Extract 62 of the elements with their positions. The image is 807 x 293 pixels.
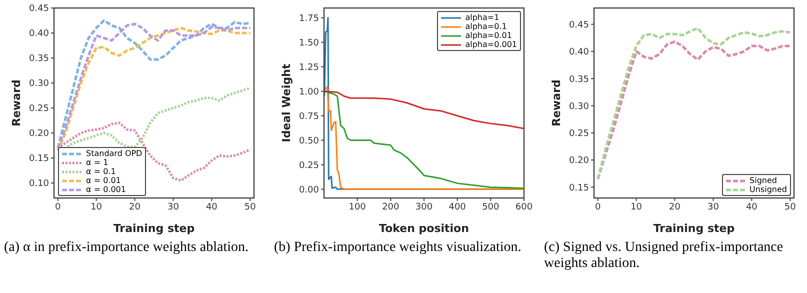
y-tick-label: 0.25: [568, 129, 589, 140]
y-tick-label: 0.20: [28, 129, 50, 140]
y-tick-label: 0.40: [28, 29, 50, 40]
x-tick-label: 0: [54, 202, 61, 212]
x-axis-title: Token position: [379, 222, 469, 235]
y-axis-title: Ideal Weight: [280, 64, 293, 142]
legend-label: alpha=0.1: [465, 22, 507, 31]
y-tick-label: 0.35: [28, 54, 49, 64]
line-series: [324, 90, 524, 130]
x-tick-label: 40: [206, 202, 218, 212]
x-tick-label: 0: [594, 202, 601, 212]
y-tick-label: 0.40: [568, 48, 590, 58]
x-tick-label: 300: [415, 202, 433, 212]
y-tick-label: 0.20: [568, 156, 590, 166]
x-tick-label: 10: [630, 202, 642, 212]
y-tick-label: 1.00: [298, 87, 320, 98]
x-tick-label: 400: [448, 202, 466, 212]
y-tick-label: 0.50: [298, 136, 320, 146]
legend-label: alpha=0.01: [465, 31, 512, 40]
legend-label: Signed: [750, 176, 777, 185]
x-tick-label: 50: [784, 202, 796, 212]
x-tick-label: 20: [669, 202, 681, 212]
y-tick-label: 0.35: [568, 74, 589, 85]
y-tick-label: 0.25: [298, 160, 319, 171]
y-tick-label: 0.45: [28, 4, 49, 14]
legend-label: α = 1: [86, 158, 108, 167]
x-tick-label: 100: [348, 202, 366, 212]
x-tick-label: 30: [168, 202, 180, 212]
y-tick-label: 0.25: [28, 104, 49, 114]
x-tick-label: 200: [382, 202, 400, 212]
text: (b) Prefix-importance weights visualization.: [273, 240, 522, 256]
legend-label: Standard OPD: [86, 149, 142, 158]
x-axis-title: Training step: [113, 222, 195, 235]
y-tick-label: 0.30: [568, 102, 590, 112]
legend-label: Unsigned: [750, 185, 787, 194]
y-tick-label: 0.30: [28, 79, 50, 90]
y-tick-label: 1.50: [298, 38, 320, 48]
y-tick-label: 0.75: [298, 112, 319, 122]
text: (c) Signed vs. Unsigned prefix-importance weights ablation.: [543, 240, 784, 272]
x-tick-label: 50: [244, 202, 256, 212]
legend-label: α = 0.1: [86, 167, 116, 176]
legend-label: alpha=0.001: [465, 40, 517, 49]
y-tick-label: 0.00: [298, 185, 320, 196]
y-axis-title: Reward: [550, 80, 563, 126]
y-tick-label: 0.45: [568, 20, 589, 30]
y-tick-label: 0.10: [28, 179, 50, 190]
y-tick-label: 0.15: [28, 154, 49, 164]
x-axis-title: Training step: [653, 222, 735, 235]
legend-label: α = 0.01: [86, 176, 121, 185]
legend-label: α = 0.001: [86, 185, 126, 194]
text: (a) α in prefix-importance weights ablation.: [3, 240, 250, 256]
x-tick-label: 600: [515, 202, 533, 212]
y-axis-title: Reward: [10, 80, 23, 126]
x-tick-label: 20: [129, 202, 141, 212]
y-tick-label: 1.25: [298, 62, 319, 73]
x-tick-label: 10: [90, 202, 102, 212]
y-tick-label: 1.75: [298, 14, 319, 24]
legend-label: alpha=1: [465, 13, 500, 22]
x-tick-label: 30: [708, 202, 720, 212]
x-tick-label: 40: [746, 202, 758, 212]
y-tick-label: 0.15: [568, 183, 589, 194]
x-tick-label: 500: [482, 202, 500, 212]
